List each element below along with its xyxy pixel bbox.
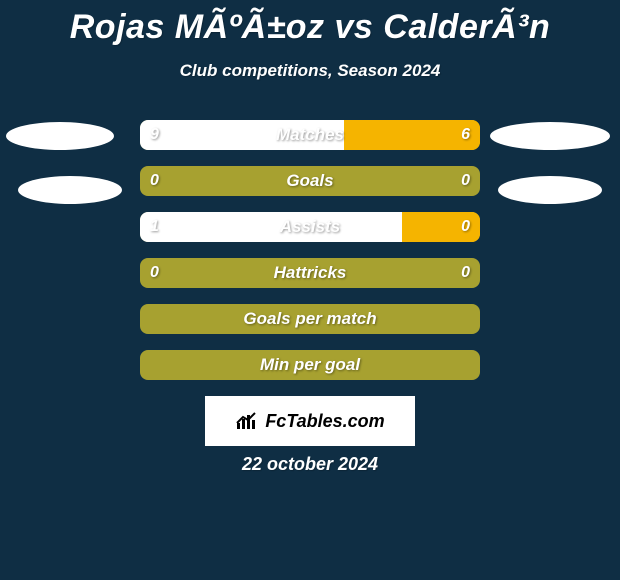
stat-row: Goals per match — [0, 304, 620, 334]
page-title: Rojas MÃºÃ±oz vs CalderÃ³n — [0, 0, 620, 47]
bar-track — [140, 304, 480, 334]
comparison-card: Rojas MÃºÃ±oz vs CalderÃ³n Club competit… — [0, 0, 620, 580]
value-left: 9 — [150, 120, 159, 150]
value-left: 0 — [150, 166, 159, 196]
value-right: 0 — [461, 258, 470, 288]
decorative-ellipse — [6, 122, 114, 150]
bar-right — [344, 120, 480, 150]
decorative-ellipse — [18, 176, 122, 204]
decorative-ellipse — [490, 122, 610, 150]
stat-row: Min per goal — [0, 350, 620, 380]
logo-text: FcTables.com — [265, 411, 384, 432]
value-right: 6 — [461, 120, 470, 150]
value-left: 0 — [150, 258, 159, 288]
bar-track — [140, 212, 480, 242]
value-right: 0 — [461, 166, 470, 196]
stat-row: Hattricks00 — [0, 258, 620, 288]
page-subtitle: Club competitions, Season 2024 — [0, 61, 620, 81]
date-text: 22 october 2024 — [0, 454, 620, 475]
bar-track — [140, 120, 480, 150]
stats-chart: Matches96Goals00Assists10Hattricks00Goal… — [0, 120, 620, 396]
value-left: 1 — [150, 212, 159, 242]
decorative-ellipse — [498, 176, 602, 204]
chart-icon — [235, 411, 259, 431]
bar-left — [140, 212, 402, 242]
bar-left — [140, 120, 344, 150]
bar-track — [140, 350, 480, 380]
value-right: 0 — [461, 212, 470, 242]
bar-track — [140, 166, 480, 196]
logo-box: FcTables.com — [205, 396, 415, 446]
bar-track — [140, 258, 480, 288]
stat-row: Assists10 — [0, 212, 620, 242]
